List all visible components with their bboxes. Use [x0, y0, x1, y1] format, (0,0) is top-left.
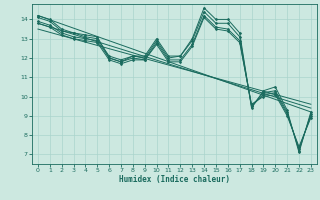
X-axis label: Humidex (Indice chaleur): Humidex (Indice chaleur)	[119, 175, 230, 184]
